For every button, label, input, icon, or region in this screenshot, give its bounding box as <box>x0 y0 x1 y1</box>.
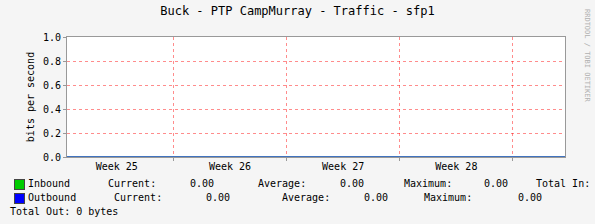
svg-text:0.6: 0.6 <box>43 80 61 91</box>
svg-text:1.0: 1.0 <box>43 32 61 43</box>
html-text:0.00: 0.00 <box>364 192 389 203</box>
html-text:0.00: 0.00 <box>206 192 231 203</box>
html-text:0.00: 0.00 <box>340 178 365 189</box>
svg-text:Week 26: Week 26 <box>209 161 251 172</box>
svg-text:Week 25: Week 25 <box>96 161 138 172</box>
html-text:Current:: Current: <box>114 192 163 203</box>
svg-text:Buck - PTP CampMurray - Traffi: Buck - PTP CampMurray - Traffic - sfp1 <box>160 4 435 18</box>
html-text:Maximum:: Maximum: <box>424 192 473 203</box>
html-text:0.00: 0.00 <box>484 178 509 189</box>
html-text:Total Out: 0 bytes: Total Out: 0 bytes <box>10 206 119 217</box>
html-text:Current:: Current: <box>108 178 157 189</box>
html-text:Average:: Average: <box>282 192 331 203</box>
html-text:Outbound: Outbound <box>28 192 77 203</box>
html-text:Average:: Average: <box>258 178 307 189</box>
svg-text:0.4: 0.4 <box>43 104 61 115</box>
svg-text:RRDTOOL / TOBI OETIKER: RRDTOOL / TOBI OETIKER <box>583 9 591 103</box>
html-text:Total In:: Total In: <box>536 178 591 189</box>
html-text:Maximum:: Maximum: <box>404 178 453 189</box>
svg-text:0.8: 0.8 <box>43 56 61 67</box>
html-text:Inbound: Inbound <box>28 178 71 189</box>
html-text:0.00: 0.00 <box>518 192 543 203</box>
html-text:0.00: 0.00 <box>190 178 215 189</box>
svg-text:Week 27: Week 27 <box>322 161 364 172</box>
svg-text:0.0: 0.0 <box>43 152 61 163</box>
svg-text:bits per second: bits per second <box>25 52 36 142</box>
svg-text:Week 28: Week 28 <box>435 161 477 172</box>
svg-text:0.2: 0.2 <box>43 128 61 139</box>
